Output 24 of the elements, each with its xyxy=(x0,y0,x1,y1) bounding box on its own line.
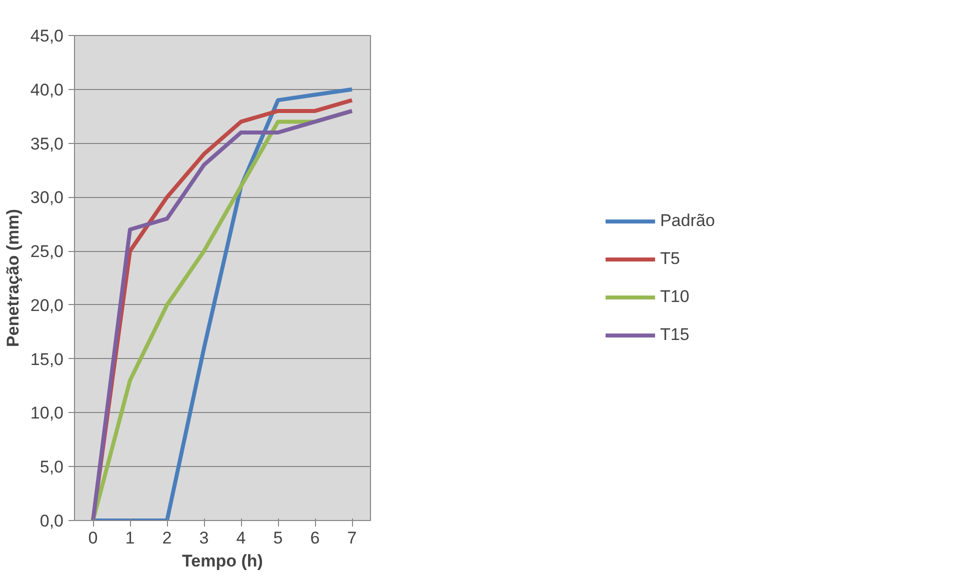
x-tick-label: 1 xyxy=(125,528,135,548)
legend-label: T10 xyxy=(660,286,690,306)
y-tick-label: 5,0 xyxy=(40,458,64,477)
y-tick-label: 15,0 xyxy=(30,350,64,369)
y-tick-label: 45,0 xyxy=(30,26,64,46)
y-tick-label: 20,0 xyxy=(30,296,64,315)
x-tick-label: 3 xyxy=(199,528,209,548)
y-axis-title: Penetração (mm) xyxy=(3,209,22,347)
legend-label: T5 xyxy=(660,248,680,268)
x-tick-label: 0 xyxy=(88,528,98,548)
y-tick-label: 10,0 xyxy=(30,404,64,423)
y-tick-label: 0,0 xyxy=(40,512,64,530)
x-axis-title: Tempo (h) xyxy=(182,552,263,570)
x-tick-label: 4 xyxy=(236,528,246,548)
x-tick-label: 2 xyxy=(162,528,172,548)
x-tick-label: 7 xyxy=(347,528,357,548)
x-tick-label: 5 xyxy=(273,528,283,548)
legend-label: T15 xyxy=(660,324,690,344)
y-tick-label: 25,0 xyxy=(30,242,64,262)
y-tick-label: 40,0 xyxy=(30,80,64,100)
y-tick-label: 30,0 xyxy=(30,188,64,208)
x-tick-label: 6 xyxy=(310,528,320,548)
y-tick-label: 35,0 xyxy=(30,134,64,154)
legend-label: Padrão xyxy=(660,210,715,230)
